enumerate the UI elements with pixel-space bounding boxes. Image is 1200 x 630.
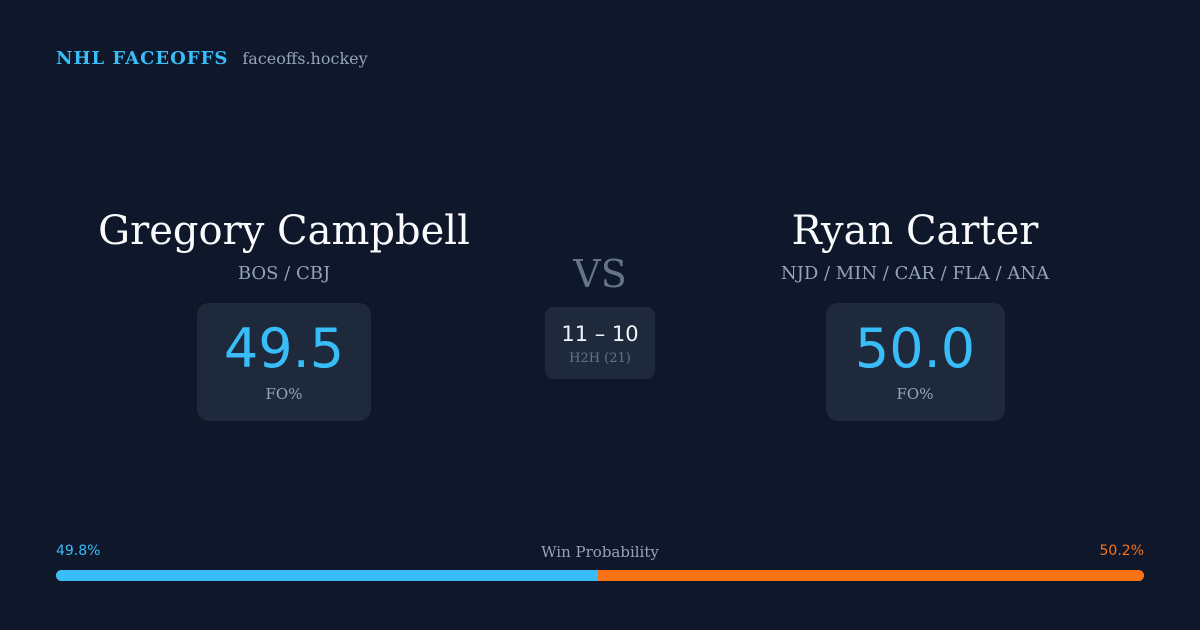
win-probability-labels: 49.8% Win Probability 50.2% bbox=[56, 543, 1144, 563]
player-left-fo-label: FO% bbox=[265, 385, 303, 403]
brand-name: NHL FACEOFFS bbox=[56, 48, 229, 69]
player-left-name: Gregory Campbell bbox=[98, 208, 470, 254]
win-probability-right-value: 50.2% bbox=[1099, 543, 1144, 559]
win-probability-bar-right bbox=[597, 570, 1144, 581]
player-right-card: Ryan Carter NJD / MIN / CAR / FLA / ANA … bbox=[715, 205, 1115, 421]
win-probability-bar bbox=[56, 570, 1144, 581]
brand-site: faceoffs.hockey bbox=[242, 49, 368, 68]
head-to-head-box: 11 – 10 H2H (21) bbox=[545, 307, 655, 379]
player-left-fo-pct: 49.5 bbox=[223, 317, 345, 380]
win-probability-bar-left bbox=[56, 570, 598, 581]
head-to-head-label: H2H (21) bbox=[569, 350, 631, 366]
brand-header: NHL FACEOFFS faceoffs.hockey bbox=[56, 48, 368, 69]
player-right-stat-box: 50.0 FO% bbox=[825, 303, 1005, 421]
player-left-teams: BOS / CBJ bbox=[237, 263, 331, 284]
win-probability-left-value: 49.8% bbox=[56, 543, 101, 559]
win-probability-title: Win Probability bbox=[541, 543, 659, 561]
player-right-fo-label: FO% bbox=[896, 385, 934, 403]
player-left-stat-box: 49.5 FO% bbox=[197, 303, 371, 421]
player-left-card: Gregory Campbell BOS / CBJ 49.5 FO% bbox=[84, 205, 484, 421]
versus-label: VS bbox=[573, 252, 627, 296]
head-to-head-score: 11 – 10 bbox=[561, 321, 639, 346]
player-right-fo-pct: 50.0 bbox=[854, 317, 976, 380]
player-right-teams: NJD / MIN / CAR / FLA / ANA bbox=[780, 263, 1050, 284]
player-right-name: Ryan Carter bbox=[791, 208, 1039, 254]
